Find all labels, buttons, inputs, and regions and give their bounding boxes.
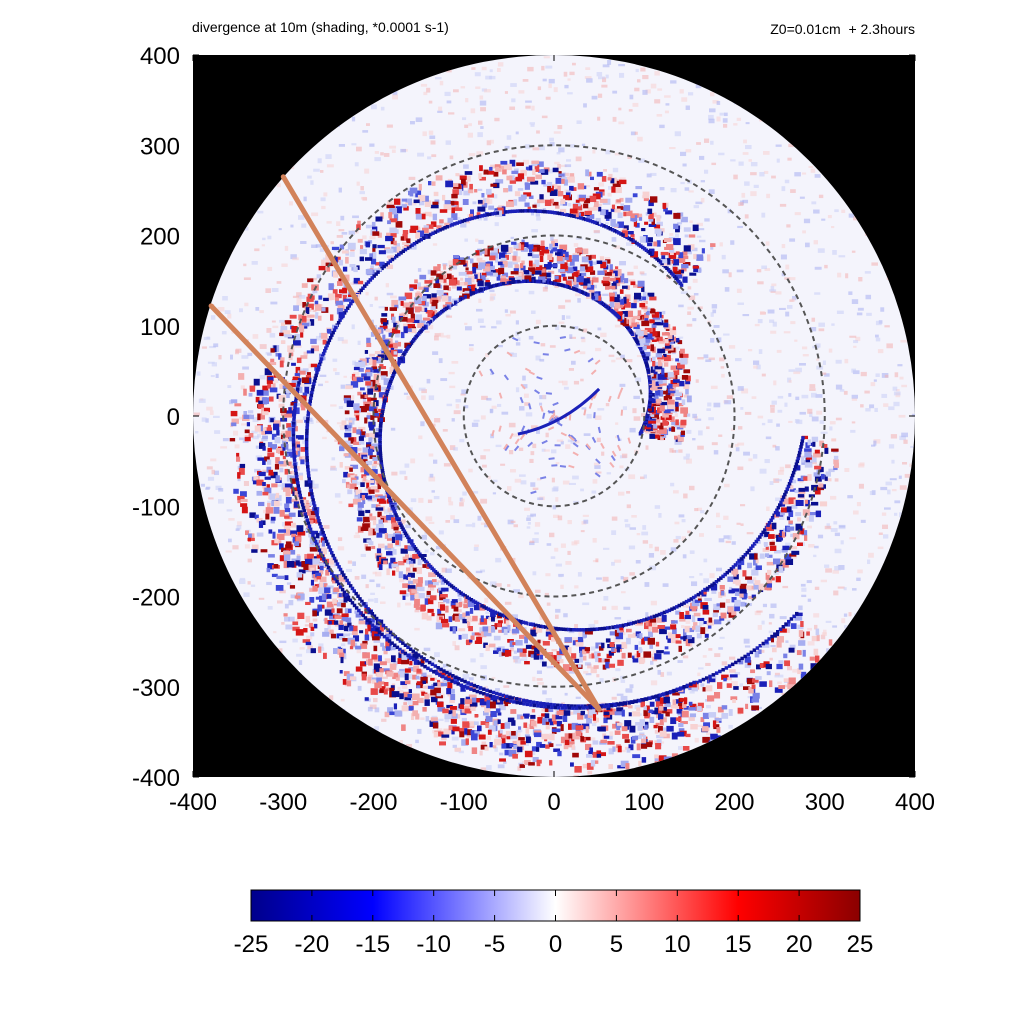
x-tick-label: 300	[805, 789, 845, 816]
colorbar-tick-label: 15	[725, 931, 752, 958]
range-ring-200	[372, 234, 736, 598]
colorbar: -25 -20 -15 -10 -5 0 5 10 15 20 25	[234, 889, 874, 958]
y-tick-label: 0	[167, 404, 180, 431]
x-tick-label: -200	[349, 789, 397, 816]
colorbar-tick-label: -5	[484, 931, 505, 958]
divergence-field	[193, 55, 915, 777]
range-ring-100	[462, 324, 646, 508]
x-tick-label: 100	[624, 789, 664, 816]
track-line-1	[280, 174, 602, 712]
colorbar-tick-label: 5	[610, 931, 623, 958]
colorbar-tick-label: 0	[549, 931, 562, 958]
track-line-2	[208, 303, 602, 712]
colorbar-tick-label: -15	[355, 931, 390, 958]
track-lines	[208, 174, 602, 712]
x-tick-label: -300	[259, 789, 307, 816]
x-tick-label: -100	[440, 789, 488, 816]
plot-subtitle: Z0=0.01cm + 2.3hours	[770, 21, 915, 37]
y-tick-label: 200	[140, 224, 180, 251]
y-tick-label: 300	[140, 133, 180, 160]
y-tick-label: -100	[132, 494, 180, 521]
x-tick-label: 200	[714, 789, 754, 816]
colorbar-tick-label: -10	[416, 931, 451, 958]
y-axis: 400 300 200 100 0 -100 -200 -300 -400	[132, 43, 915, 792]
x-tick-label: 0	[547, 789, 560, 816]
colorbar-tick-label: 20	[786, 931, 813, 958]
y-tick-label: -200	[132, 585, 180, 612]
x-tick-label: 400	[895, 789, 935, 816]
y-tick-label: -400	[132, 765, 180, 792]
colorbar-tick-label: -25	[234, 931, 269, 958]
range-rings	[282, 144, 826, 688]
plot-title: divergence at 10m (shading, *0.0001 s-1)	[192, 19, 449, 35]
colorbar-ticks: -25 -20 -15 -10 -5 0 5 10 15 20 25	[234, 890, 874, 958]
colorbar-tick-label: 10	[664, 931, 691, 958]
colorbar-tick-label: -20	[295, 931, 330, 958]
y-tick-label: 400	[140, 43, 180, 70]
y-tick-label: -300	[132, 675, 180, 702]
y-tick-label: 100	[140, 314, 180, 341]
x-axis: -400 -300 -200 -100 0 100 200 300 400	[169, 55, 935, 816]
colorbar-tick-label: 25	[847, 931, 874, 958]
range-ring-300	[282, 144, 826, 688]
x-tick-label: -400	[169, 789, 217, 816]
